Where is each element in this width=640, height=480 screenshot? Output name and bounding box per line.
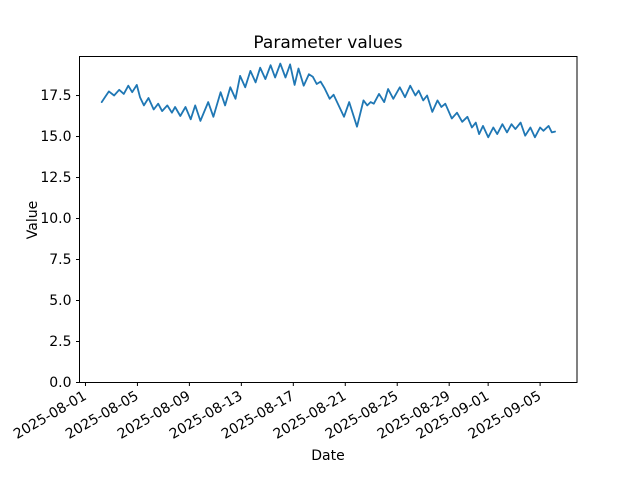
y-axis-label: Value: [25, 200, 41, 240]
y-tick-label: 12.5: [40, 170, 71, 186]
x-axis-label: Date: [311, 448, 345, 464]
y-tick-label: 17.5: [40, 88, 71, 104]
axes-frame: [79, 56, 578, 383]
y-tick-label: 10.0: [40, 211, 71, 227]
y-tick-label: 5.0: [49, 293, 71, 309]
chart-title: Parameter values: [253, 33, 403, 53]
y-tick-label: 0.0: [49, 375, 71, 391]
line-series-parameter-value: [100, 62, 556, 139]
y-tick-label: 2.5: [49, 334, 71, 350]
y-tick-label: 7.5: [49, 252, 71, 268]
y-tick-label: 15.0: [40, 129, 71, 145]
